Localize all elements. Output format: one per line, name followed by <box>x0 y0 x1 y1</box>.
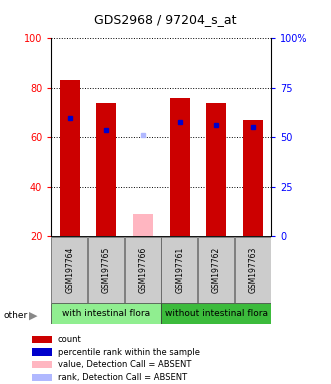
Text: GSM197762: GSM197762 <box>212 247 221 293</box>
Text: ▶: ▶ <box>29 311 37 321</box>
Bar <box>51 237 87 303</box>
Text: GSM197765: GSM197765 <box>102 247 111 293</box>
Text: rank, Detection Call = ABSENT: rank, Detection Call = ABSENT <box>58 373 187 382</box>
Text: percentile rank within the sample: percentile rank within the sample <box>58 348 200 356</box>
Text: without intestinal flora: without intestinal flora <box>165 309 268 318</box>
Bar <box>198 237 234 303</box>
Bar <box>51 303 161 324</box>
Bar <box>133 214 153 236</box>
Bar <box>32 336 52 343</box>
Bar <box>161 303 271 324</box>
Bar <box>32 361 52 368</box>
Text: other: other <box>3 311 27 320</box>
Bar <box>32 348 52 356</box>
Text: with intestinal flora: with intestinal flora <box>62 309 150 318</box>
Text: GSM197766: GSM197766 <box>138 247 148 293</box>
Bar <box>235 237 271 303</box>
Text: count: count <box>58 335 81 344</box>
Text: value, Detection Call = ABSENT: value, Detection Call = ABSENT <box>58 360 191 369</box>
Text: GSM197764: GSM197764 <box>65 247 74 293</box>
Bar <box>161 237 197 303</box>
Text: GSM197763: GSM197763 <box>249 247 258 293</box>
Bar <box>169 98 190 236</box>
Text: GDS2968 / 97204_s_at: GDS2968 / 97204_s_at <box>94 13 237 26</box>
Bar <box>243 120 263 236</box>
Bar <box>60 80 80 236</box>
Bar <box>96 103 117 236</box>
Text: GSM197761: GSM197761 <box>175 247 184 293</box>
Bar <box>88 237 124 303</box>
Bar <box>206 103 226 236</box>
Bar <box>32 374 52 381</box>
Bar <box>125 237 161 303</box>
